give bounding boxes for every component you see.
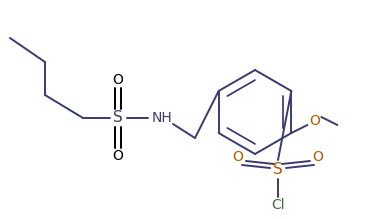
- Text: O: O: [313, 150, 324, 164]
- Text: S: S: [273, 162, 283, 178]
- Text: Cl: Cl: [271, 198, 285, 212]
- Text: S: S: [113, 111, 123, 125]
- Text: NH: NH: [152, 111, 172, 125]
- Text: O: O: [113, 149, 123, 163]
- Text: O: O: [309, 114, 320, 128]
- Text: O: O: [113, 73, 123, 87]
- Text: O: O: [232, 150, 243, 164]
